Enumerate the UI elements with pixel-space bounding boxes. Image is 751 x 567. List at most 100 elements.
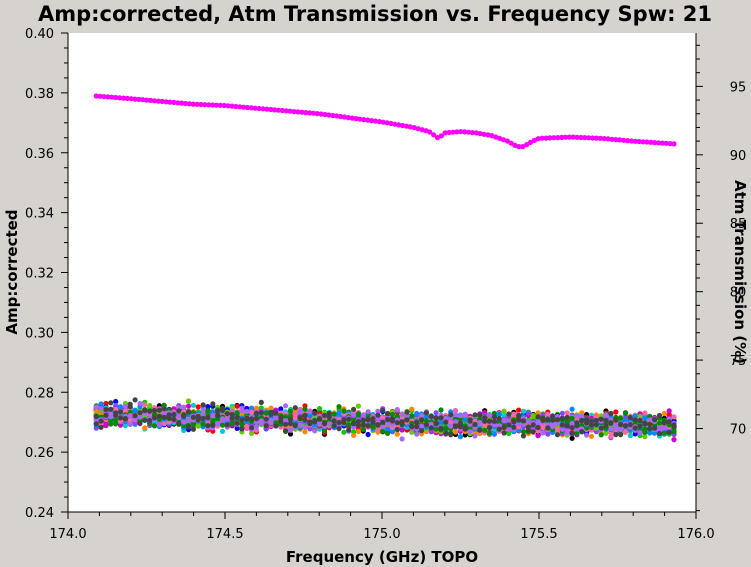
amp-point	[671, 429, 677, 435]
atm-transmission-point	[341, 114, 347, 120]
atm-transmission-point	[151, 98, 157, 104]
amp-point	[229, 415, 235, 421]
atm-transmission-point	[314, 111, 320, 117]
atm-transmission-point	[264, 106, 270, 112]
atm-transmission-point	[97, 93, 103, 99]
amp-point	[559, 410, 566, 416]
amp-point	[258, 410, 264, 416]
amp-point	[278, 418, 284, 424]
amp-point	[234, 420, 240, 426]
amp-point	[520, 418, 527, 424]
amp-point	[253, 419, 260, 425]
amp-point	[297, 423, 303, 429]
amp-point	[263, 423, 269, 429]
amp-point	[642, 410, 648, 416]
amp-point	[263, 416, 269, 422]
amp-point	[351, 424, 357, 430]
atm-transmission-point	[578, 134, 584, 141]
y2-tick-label: 80	[730, 286, 747, 301]
amp-point	[287, 416, 294, 422]
amp-point	[117, 415, 124, 421]
amp-point	[317, 416, 323, 422]
amp-point	[516, 407, 522, 413]
amp-point	[341, 429, 347, 435]
amp-point	[103, 422, 109, 429]
y-tick-label: 0.38	[25, 87, 54, 102]
amp-point	[647, 430, 653, 436]
amp-point	[336, 426, 342, 432]
amp-point	[448, 432, 454, 438]
y-tick-label: 0.34	[25, 207, 54, 222]
amp-point	[326, 410, 332, 416]
atm-transmission-point	[640, 139, 646, 145]
amp-point	[516, 421, 522, 427]
atm-transmission-point	[202, 102, 208, 108]
atm-transmission-point	[411, 125, 417, 131]
amp-point	[360, 426, 366, 432]
amp-point	[234, 414, 240, 420]
atm-transmission-point	[644, 139, 650, 145]
amp-point	[151, 407, 158, 414]
amp-point	[496, 416, 502, 422]
amp-point	[554, 426, 561, 433]
amp-point	[137, 414, 143, 420]
amp-point	[103, 400, 109, 407]
amp-point	[419, 417, 425, 423]
atm-transmission-point	[427, 129, 433, 135]
atm-transmission-point	[147, 97, 154, 103]
atm-transmission-point	[434, 135, 441, 141]
atm-transmission-point	[337, 113, 344, 120]
amp-point	[360, 422, 366, 428]
amp-point	[273, 410, 279, 416]
amp-point	[540, 430, 546, 436]
amp-point	[103, 412, 109, 418]
amp-point	[448, 412, 454, 418]
amp-point	[292, 405, 298, 411]
atm-transmission-point	[543, 135, 549, 141]
atm-transmission-point	[132, 96, 138, 102]
atm-transmission-point	[275, 107, 282, 113]
y2-tick-label: 70	[730, 423, 747, 438]
amp-point	[200, 402, 206, 408]
amp-point	[618, 432, 624, 438]
amp-point	[297, 415, 303, 421]
atm-transmission-point	[512, 142, 518, 148]
amp-point	[385, 420, 391, 426]
amp-point	[365, 409, 371, 415]
amp-point	[147, 402, 153, 409]
amp-point	[200, 421, 206, 427]
atm-transmission-point	[524, 142, 530, 148]
amp-point	[501, 412, 507, 418]
amp-point	[273, 414, 279, 421]
amp-point	[307, 426, 313, 432]
amp-point	[185, 424, 192, 430]
atm-transmission-point	[450, 129, 456, 135]
amp-point	[414, 431, 420, 437]
amp-point	[627, 422, 633, 428]
amp-point	[375, 422, 381, 428]
amp-point	[210, 401, 216, 407]
amp-point	[287, 431, 294, 437]
amp-point	[491, 431, 497, 437]
atm-transmission-point	[535, 136, 541, 142]
amp-point	[564, 423, 570, 429]
amp-point	[409, 423, 415, 429]
amp-point	[307, 421, 313, 427]
amp-point	[637, 423, 643, 429]
amp-point	[448, 415, 454, 421]
atm-transmission-point	[621, 137, 627, 143]
atm-transmission-point	[229, 103, 235, 109]
atm-transmission-point	[163, 99, 169, 105]
amp-point	[414, 424, 420, 430]
atm-transmission-point	[663, 140, 669, 146]
amp-point	[428, 425, 434, 431]
atm-transmission-point	[555, 135, 561, 141]
amp-point	[622, 423, 629, 429]
amp-point	[501, 418, 507, 424]
amp-point	[307, 409, 313, 415]
y2-tick-label: 85	[730, 217, 747, 232]
amp-point	[545, 431, 551, 437]
amp-point	[171, 411, 177, 418]
amp-point	[520, 408, 527, 414]
amp-point	[457, 424, 463, 430]
